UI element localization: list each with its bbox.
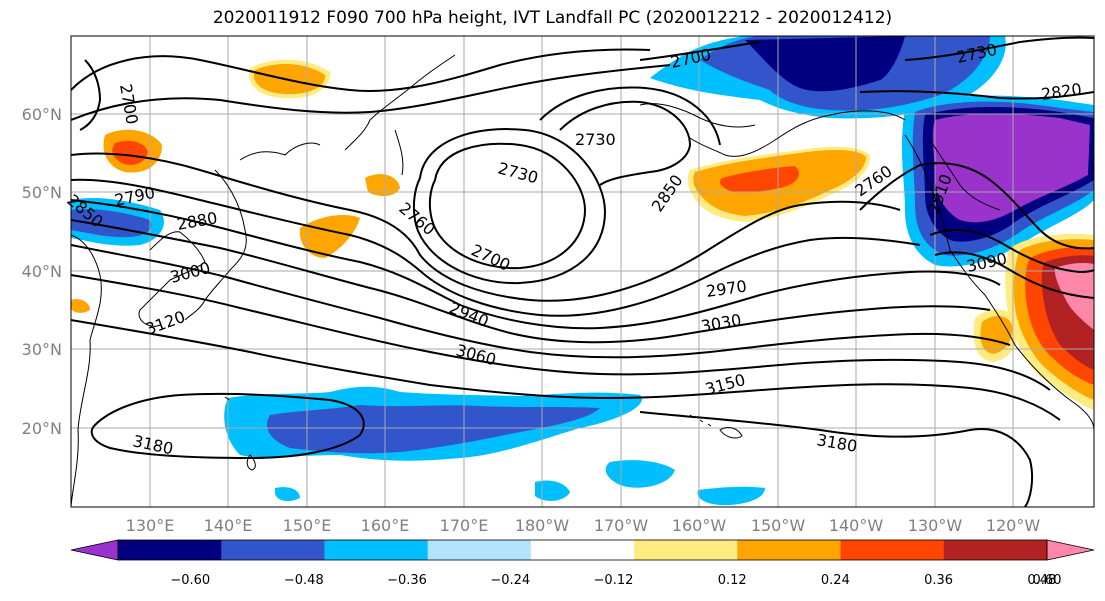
latitude-ticks: 60°N 50°N 40°N 30°N 20°N [22,105,62,438]
colorbar-extend-max [1046,539,1095,561]
lon-tick: 120°W [986,516,1041,535]
coastlines [71,54,1094,507]
lon-tick: 130°W [908,516,963,535]
colorbar-segment [221,540,325,560]
contour-label: 2730 [575,130,616,149]
lon-tick: 150°E [283,516,332,535]
colorbar-segment [840,540,945,560]
colorbar-tick: 0.60 [1033,573,1062,588]
lon-tick: 130°E [126,516,175,535]
colorbar-tick: −0.36 [387,573,427,588]
lon-tick: 140°W [829,516,884,535]
colorbar-tick: 0.24 [821,573,850,588]
colorbar-segment [530,540,635,560]
lat-tick: 50°N [22,183,62,202]
colorbar-segment [118,540,222,560]
map-title: 2020011912 F090 700 hPa height, IVT Land… [212,8,893,28]
colorbar-extend-min [70,539,119,561]
colorbar-segment [634,540,738,560]
colorbar-tick: −0.24 [490,573,530,588]
lon-tick: 140°E [204,516,253,535]
lat-tick: 60°N [22,105,62,124]
colorbar-segment [427,540,532,560]
colorbar-tick: 0.48 [1027,573,1056,588]
colorbar-tick: −0.12 [594,573,634,588]
longitude-ticks: 130°E 140°E 150°E 160°E 170°E 180°W 170°… [126,516,1041,535]
colorbar-outline [117,539,1048,561]
colorbar-tick: −0.48 [284,573,324,588]
map-frame [70,35,1095,508]
colorbar-tick: −0.60 [170,573,210,588]
lon-tick: 160°E [361,516,410,535]
lon-tick: 170°E [440,516,489,535]
lat-tick: 40°N [22,262,62,281]
lat-tick: 30°N [22,340,62,359]
lat-tick: 20°N [22,419,62,438]
colorbar-tick: 0.12 [718,573,747,588]
colorbar: −0.60 −0.48 −0.36 −0.24 −0.12 0.12 0.24 … [70,539,1095,588]
ivt-shading [71,36,1094,506]
colorbar-segment [943,540,1048,560]
height-contours [71,36,1094,507]
lon-tick: 160°W [672,516,727,535]
colorbar-segment [324,540,429,560]
colorbar-segment [737,540,842,560]
colorbar-tick: 0.36 [924,573,953,588]
lon-tick: 180°W [515,516,570,535]
lon-tick: 170°W [594,516,649,535]
lon-tick: 150°W [751,516,806,535]
